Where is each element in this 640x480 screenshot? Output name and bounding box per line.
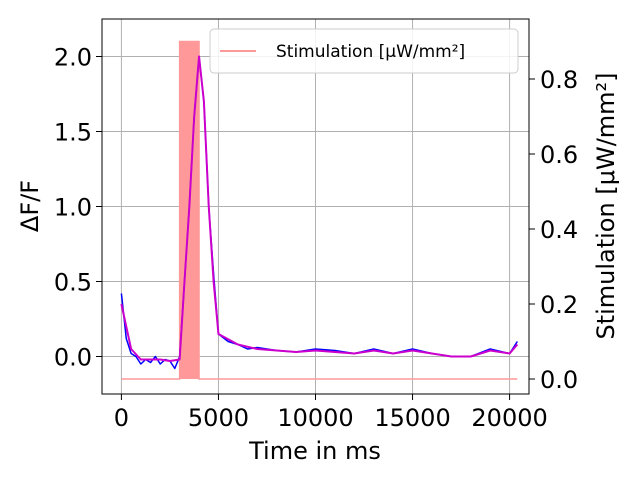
smoothed-trace-line <box>120 55 519 362</box>
y-left-tick-label: 1.0 <box>54 194 92 222</box>
gridlines <box>102 19 529 394</box>
y-right-tick-label: 0.2 <box>540 291 578 319</box>
y-right-tick-label: 0.6 <box>540 141 578 169</box>
y-axis-right-label: Stimulation [μW/mm²] <box>592 72 620 339</box>
y-left-tick-label: 0.0 <box>54 344 92 372</box>
legend-stimulation-label: Stimulation [μW/mm²] <box>276 42 465 62</box>
stimulation-line <box>121 40 518 380</box>
x-tick-label: 20000 <box>471 404 547 432</box>
y-right-tick-label: 0.4 <box>540 216 578 244</box>
x-tick-label: 0 <box>114 404 129 432</box>
y-left-tick-label: 0.5 <box>54 269 92 297</box>
y-right-tick-label: 0.8 <box>540 66 578 94</box>
data-series <box>120 55 519 370</box>
x-tick-label: 10000 <box>277 404 353 432</box>
x-axis-label: Time in ms <box>248 437 381 465</box>
y-left-tick-label: 1.5 <box>54 119 92 147</box>
axis-ticks: 0 5000 10000 15000 20000 0.0 0.5 1.0 1.5 2.0 0.0 0.… <box>54 44 578 433</box>
legend: Stimulation [μW/mm²] <box>209 28 519 74</box>
x-tick-label: 15000 <box>374 404 450 432</box>
y-right-tick-label: 0.0 <box>540 366 578 394</box>
x-tick-label: 5000 <box>188 404 249 432</box>
y-axis-left-label: ΔF/F <box>16 180 44 232</box>
y-left-tick-label: 2.0 <box>54 44 92 72</box>
legend-box <box>209 28 519 74</box>
plot-area <box>101 18 530 395</box>
